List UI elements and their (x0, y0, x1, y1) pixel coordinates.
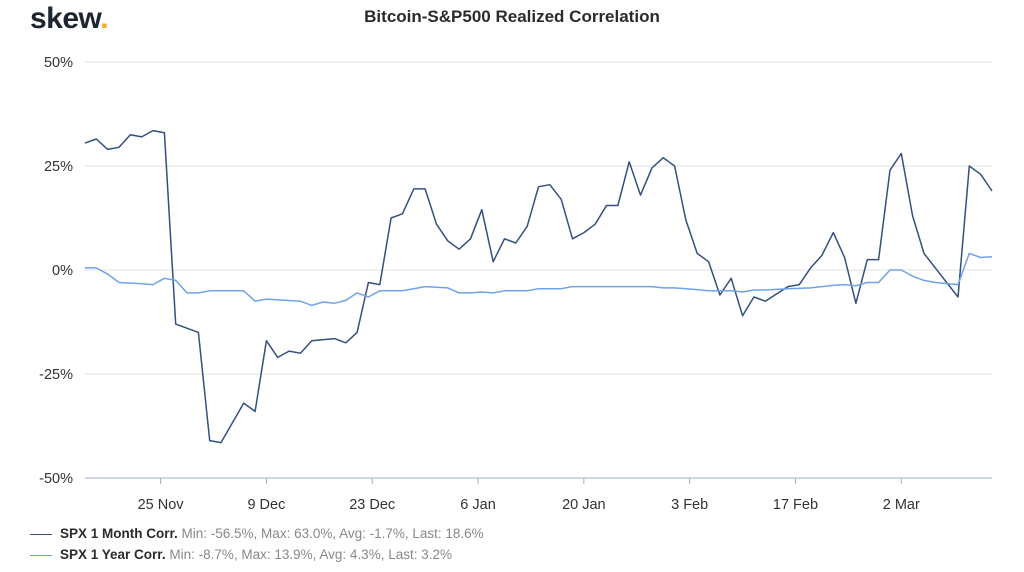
legend-series-stats: Min: -8.7%, Max: 13.9%, Avg: 4.3%, Last:… (169, 547, 452, 562)
legend-swatch-1-month (30, 533, 52, 535)
y-tick-label: 25% (44, 159, 73, 175)
brand-name: skew (30, 2, 101, 35)
x-tick-label: 17 Feb (773, 497, 818, 513)
grid-lines (85, 61, 992, 375)
legend-item-1-month[interactable]: SPX 1 Month Corr. Min: -56.5%, Max: 63.0… (30, 526, 484, 541)
series-lines (84, 129, 993, 444)
brand-dot: . (100, 2, 109, 35)
legend-series-name: SPX 1 Month Corr. (60, 526, 178, 541)
x-tick-label: 3 Feb (671, 497, 708, 513)
series-line-1-month (84, 129, 993, 444)
y-tick-label: 0% (52, 263, 73, 279)
x-tick-label: 9 Dec (247, 497, 285, 513)
x-tick-label: 20 Jan (562, 497, 606, 513)
y-tick-label: -50% (39, 471, 73, 487)
legend-item-1-year[interactable]: SPX 1 Year Corr. Min: -8.7%, Max: 13.9%,… (30, 547, 452, 562)
legend-swatch-1-year (30, 554, 52, 556)
x-axis-ticks: 25 Nov 9 Dec 23 Dec 6 Jan 20 Jan 3 Feb 17 Feb 2… (138, 478, 920, 513)
legend-series-name: SPX 1 Year Corr. (60, 547, 166, 562)
x-tick-label: 2 Mar (883, 497, 920, 513)
legend-series-stats: Min: -56.5%, Max: 63.0%, Avg: -1.7%, Las… (181, 526, 484, 541)
series-line-1-year (85, 252, 993, 307)
y-tick-label: 50% (44, 55, 73, 71)
x-tick-label: 23 Dec (349, 497, 395, 513)
skew-logo: skew. (30, 2, 109, 36)
x-tick-label: 6 Jan (460, 497, 495, 513)
chart-title: Bitcoin-S&P500 Realized Correlation (364, 7, 660, 26)
y-axis-ticks: 50% 25% 0% -25% -50% (39, 55, 73, 487)
y-tick-label: -25% (39, 367, 73, 383)
x-tick-label: 25 Nov (138, 497, 185, 513)
